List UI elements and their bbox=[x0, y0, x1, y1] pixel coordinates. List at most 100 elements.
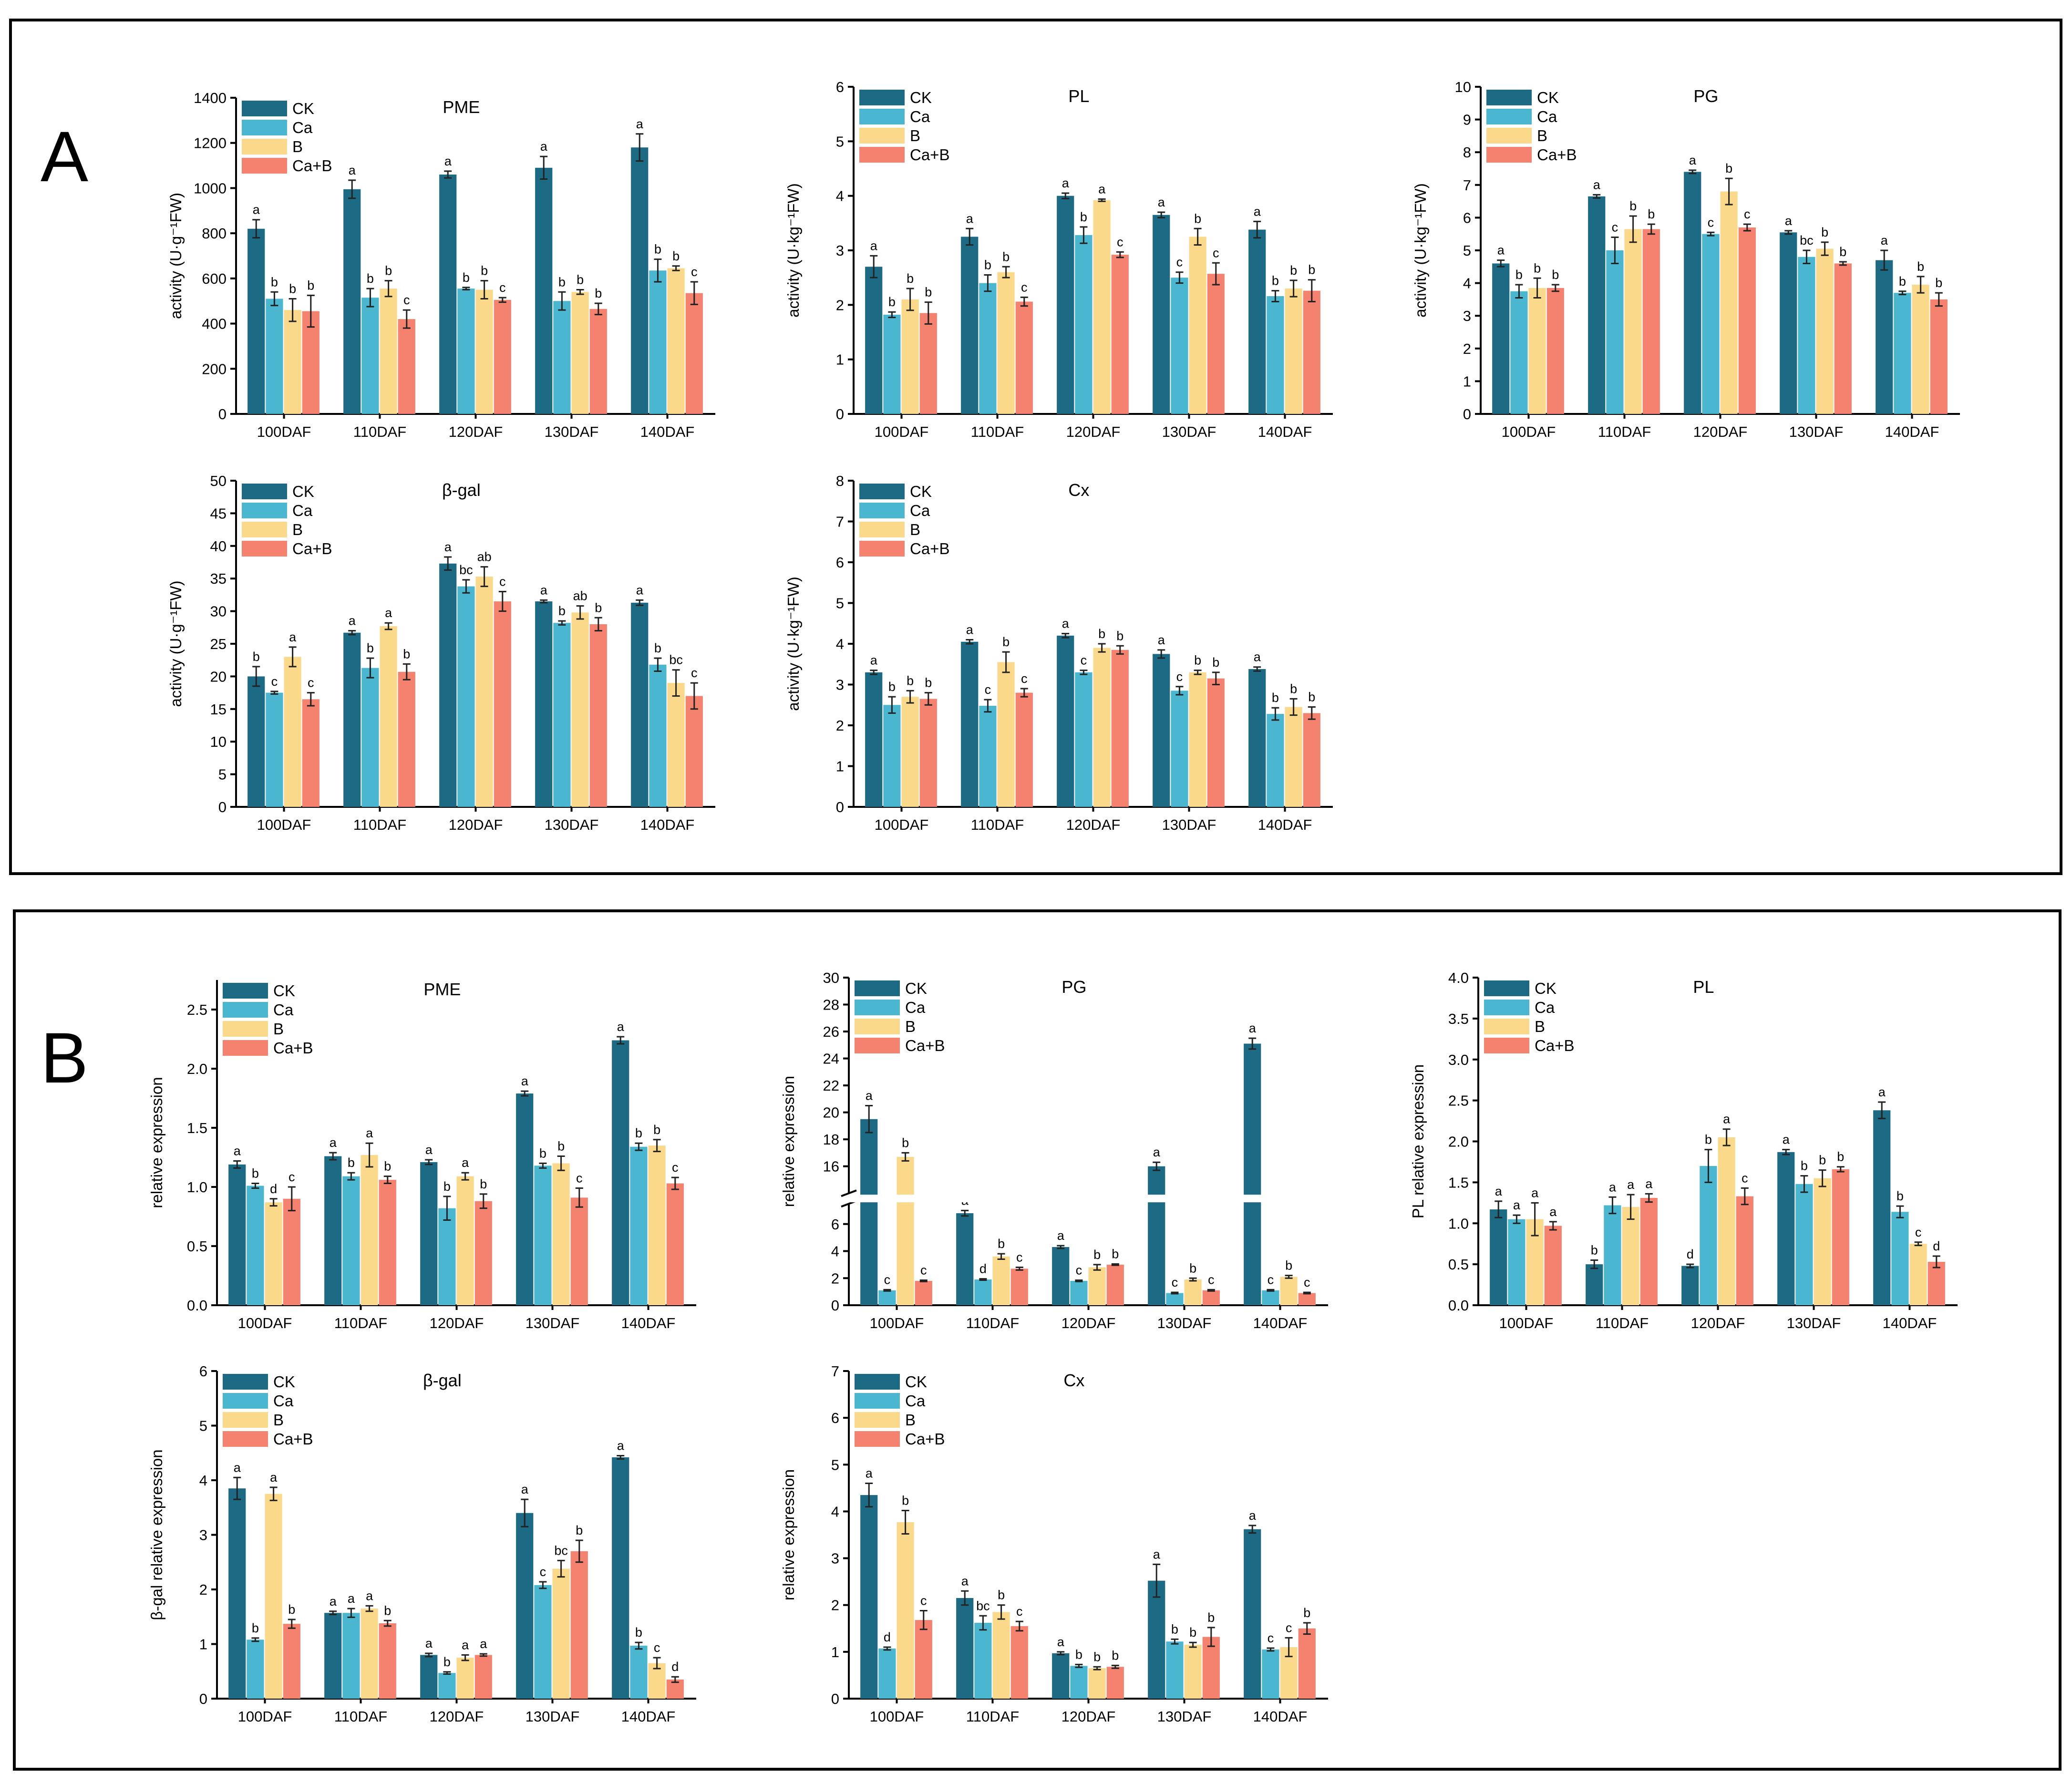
bar bbox=[589, 309, 607, 414]
significance-letter: b bbox=[888, 295, 896, 309]
significance-letter: a bbox=[1062, 617, 1070, 631]
bar bbox=[1510, 291, 1528, 414]
x-tick-label: 140DAF bbox=[1253, 1708, 1308, 1725]
chart-title: PL bbox=[1693, 977, 1714, 997]
legend-label: Ca bbox=[273, 1392, 294, 1410]
significance-letter: b bbox=[539, 1146, 546, 1160]
bar bbox=[915, 1280, 932, 1305]
bar bbox=[535, 167, 553, 414]
bar bbox=[1832, 1169, 1849, 1305]
legend-label: CK bbox=[910, 89, 932, 106]
bar bbox=[398, 671, 415, 807]
significance-letter: a bbox=[234, 1144, 241, 1158]
significance-letter: b bbox=[288, 1602, 295, 1617]
bar bbox=[1267, 296, 1284, 414]
legend-label: Ca+B bbox=[1537, 146, 1577, 164]
significance-letter: b bbox=[907, 271, 914, 286]
bar bbox=[324, 1156, 342, 1305]
significance-letter: bc bbox=[669, 653, 683, 667]
legend-swatch bbox=[242, 522, 287, 537]
bar bbox=[974, 1623, 992, 1699]
x-tick-label: 100DAF bbox=[870, 1315, 924, 1331]
significance-letter: c bbox=[920, 1263, 927, 1278]
y-tick-label: 5 bbox=[199, 1418, 207, 1434]
bar bbox=[1057, 196, 1074, 414]
bar bbox=[1262, 1649, 1279, 1699]
bar bbox=[860, 1495, 878, 1699]
significance-letter: b bbox=[253, 650, 260, 664]
x-tick-label: 110DAF bbox=[353, 423, 406, 440]
significance-letter: c bbox=[654, 1640, 660, 1655]
significance-letter: a bbox=[385, 606, 392, 620]
legend-label: Ca+B bbox=[273, 1430, 313, 1448]
bar bbox=[343, 189, 361, 414]
legend-label: B bbox=[292, 521, 303, 538]
legend-swatch bbox=[855, 1431, 900, 1447]
legend-swatch bbox=[242, 484, 287, 499]
y-tick-label: 4 bbox=[199, 1472, 207, 1489]
legend-swatch bbox=[242, 101, 287, 116]
significance-letter: a bbox=[1513, 1198, 1521, 1212]
significance-letter: c bbox=[1612, 220, 1618, 235]
y-tick-label: 400 bbox=[202, 316, 227, 332]
significance-letter: b bbox=[1075, 1647, 1082, 1661]
significance-letter: b bbox=[635, 1625, 642, 1640]
y-tick-label: 5 bbox=[1463, 242, 1471, 259]
y-tick-label: 1 bbox=[831, 1644, 839, 1660]
x-tick-label: 140DAF bbox=[621, 1315, 676, 1331]
y-tick-label: 20 bbox=[210, 668, 227, 685]
x-tick-label: 130DAF bbox=[526, 1315, 580, 1331]
bar bbox=[1248, 229, 1266, 414]
significance-letter: c bbox=[499, 280, 506, 295]
significance-letter: b bbox=[998, 1237, 1005, 1251]
significance-letter: c bbox=[1081, 653, 1087, 668]
legend-label: Ca+B bbox=[905, 1430, 945, 1448]
y-tick-label: 20 bbox=[823, 1104, 839, 1121]
bar bbox=[265, 1494, 282, 1699]
significance-letter: b bbox=[1917, 259, 1924, 274]
y-tick-label: 0 bbox=[218, 799, 227, 815]
y-tick-label: 2 bbox=[831, 1270, 839, 1287]
significance-letter: b bbox=[1308, 263, 1315, 277]
bar bbox=[612, 1040, 629, 1305]
bar bbox=[570, 1197, 588, 1305]
y-tick-label: 2.5 bbox=[187, 1001, 207, 1018]
significance-letter: b bbox=[1194, 653, 1201, 668]
significance-letter: a bbox=[1254, 650, 1261, 664]
y-tick-label: 16 bbox=[823, 1158, 839, 1175]
y-tick-label: 3.0 bbox=[1448, 1052, 1469, 1068]
legend-swatch bbox=[242, 120, 287, 135]
bar bbox=[1606, 250, 1624, 414]
bar bbox=[361, 1609, 378, 1699]
significance-letter: c bbox=[1076, 1263, 1082, 1278]
bar bbox=[1148, 1166, 1165, 1305]
legend-label: B bbox=[292, 138, 303, 155]
legend-label: CK bbox=[292, 100, 314, 117]
bar bbox=[1075, 235, 1093, 414]
legend-swatch bbox=[855, 1019, 900, 1034]
y-tick-label: 35 bbox=[210, 570, 227, 587]
bar bbox=[534, 1165, 552, 1305]
significance-letter: b bbox=[252, 1166, 259, 1181]
significance-letter: b bbox=[348, 1155, 355, 1170]
significance-letter: a bbox=[1645, 1176, 1653, 1191]
y-axis-title: β-gal relative expression bbox=[148, 1449, 165, 1620]
legend-label: CK bbox=[1535, 980, 1557, 997]
significance-letter: bc bbox=[976, 1598, 990, 1613]
significance-letter: a bbox=[1878, 1085, 1886, 1099]
bar bbox=[247, 228, 265, 414]
legend-swatch bbox=[1484, 1019, 1529, 1034]
significance-letter: a bbox=[540, 583, 548, 597]
significance-letter: b bbox=[443, 1655, 451, 1669]
significance-letter: b bbox=[271, 275, 278, 289]
bar bbox=[1166, 1641, 1184, 1699]
significance-letter: b bbox=[888, 680, 896, 694]
bar bbox=[1280, 1277, 1298, 1305]
significance-letter: b bbox=[1837, 1150, 1844, 1164]
significance-letter: a bbox=[1531, 1186, 1539, 1200]
chart-title: PME bbox=[423, 980, 461, 999]
significance-letter: a bbox=[1689, 153, 1697, 167]
significance-letter: a bbox=[425, 1636, 433, 1650]
y-tick-label: 6 bbox=[831, 1216, 839, 1233]
x-tick-label: 100DAF bbox=[238, 1708, 292, 1725]
